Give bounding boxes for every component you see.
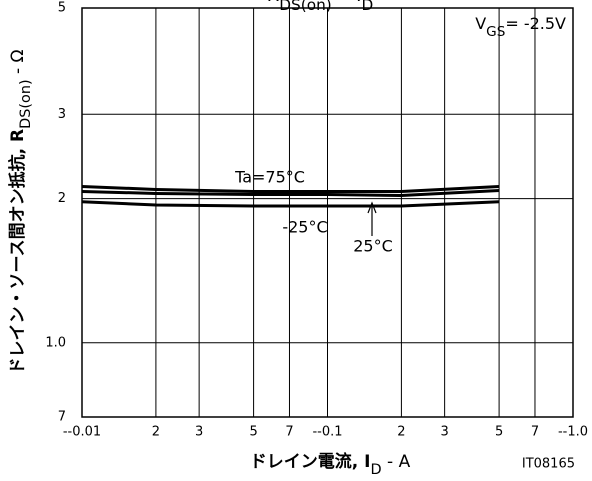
- x-tick-label: 7: [531, 425, 539, 440]
- series-label: -25°C: [282, 218, 327, 237]
- title-part: R: [267, 0, 280, 6]
- y-tick-label: 7: [58, 410, 66, 425]
- y-tick-label: 5: [58, 1, 66, 16]
- y-axis-label: ドレイン・ソース間オン抵抗, RDS(on) - Ω: [7, 49, 34, 374]
- series-label: Ta=75°C: [234, 168, 305, 187]
- x_label-part: - A: [382, 452, 411, 472]
- condition: VGS= -2.5V: [475, 14, 566, 41]
- condition-part: V: [475, 14, 486, 33]
- x-tick-label: 3: [195, 425, 203, 440]
- figure-id: IT08165: [522, 457, 575, 472]
- y-tick-label: 3: [58, 107, 66, 122]
- x-tick-label: 7: [285, 425, 293, 440]
- x-tick-label: 2: [397, 425, 405, 440]
- x_label-part: D: [371, 462, 382, 478]
- y_label-part: DS(on): [18, 79, 34, 129]
- x-tick-label: 5: [495, 425, 503, 440]
- series-label: 25°C: [353, 237, 393, 256]
- title-part: D: [361, 0, 373, 14]
- arrow: [367, 201, 377, 236]
- x_label-part: ドレイン電流, I: [250, 451, 371, 472]
- x-tick-label: --1.0: [558, 425, 588, 440]
- series-line: [81, 188, 500, 198]
- x-tick-label: 3: [440, 425, 448, 440]
- title-part: -- I: [332, 0, 362, 6]
- x-axis-label: ドレイン電流, ID - A: [250, 451, 411, 478]
- x-tick-label: --0.1: [312, 425, 342, 440]
- series-line: [81, 184, 500, 193]
- series-line: [81, 200, 500, 208]
- condition-part: = -2.5V: [505, 14, 566, 33]
- x-tick-label: 2: [152, 425, 160, 440]
- condition-part: GS: [486, 24, 505, 40]
- title-part: DS(on): [279, 0, 331, 14]
- y_label-part: ドレイン・ソース間オン抵抗, R: [7, 129, 28, 375]
- y-tick-label: 2: [58, 191, 66, 206]
- x-tick-label: 5: [249, 425, 257, 440]
- y_label-part: - Ω: [8, 49, 28, 79]
- x-tick-label: --0.01: [63, 425, 101, 440]
- y-tick-label: 1.0: [45, 335, 66, 350]
- chart-title: RDS(on) -- ID: [267, 0, 374, 14]
